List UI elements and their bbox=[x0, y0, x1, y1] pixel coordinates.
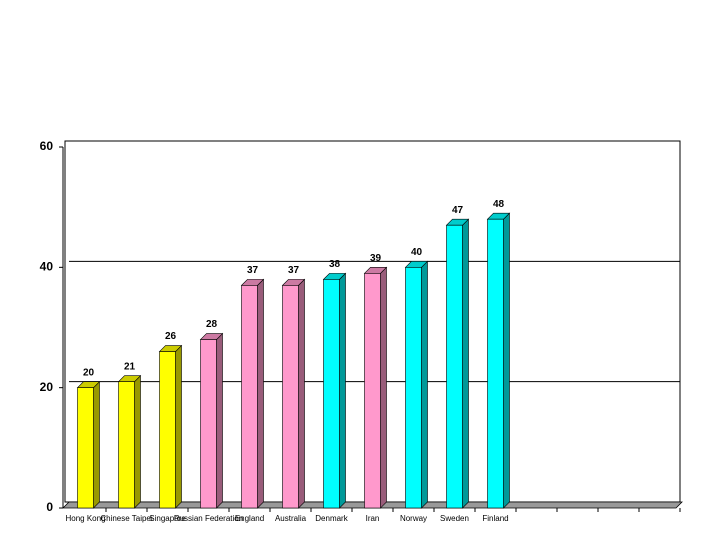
value-label: 39 bbox=[370, 253, 382, 264]
value-label: 38 bbox=[329, 259, 341, 270]
value-label: 40 bbox=[411, 247, 423, 258]
bar-side bbox=[257, 278, 264, 509]
bar bbox=[487, 218, 504, 509]
y-tick-label: 0 bbox=[46, 500, 53, 514]
x-tick-label: Australia bbox=[275, 514, 307, 523]
bar-side bbox=[462, 218, 469, 509]
bar bbox=[364, 273, 381, 509]
x-tick-label: England bbox=[235, 514, 264, 523]
bar bbox=[282, 285, 299, 509]
x-tick-label: Iran bbox=[366, 514, 380, 523]
x-tick-label: Denmark bbox=[315, 514, 348, 523]
x-tick-label: Norway bbox=[400, 514, 427, 523]
x-tick-label: Finland bbox=[482, 514, 508, 523]
bar-side bbox=[216, 332, 223, 509]
bar bbox=[405, 267, 422, 509]
value-label: 26 bbox=[165, 331, 177, 342]
value-label: 37 bbox=[247, 265, 259, 276]
bar-side bbox=[298, 278, 305, 509]
value-label: 20 bbox=[83, 367, 95, 378]
bar-side bbox=[93, 380, 100, 509]
value-label: 21 bbox=[124, 361, 136, 372]
value-label: 47 bbox=[452, 205, 464, 216]
x-tick-label: Sweden bbox=[440, 514, 469, 523]
bar-side bbox=[421, 260, 428, 509]
bar bbox=[200, 339, 217, 509]
bar bbox=[323, 279, 340, 509]
value-label: 48 bbox=[493, 199, 505, 210]
x-tick-label: Chinese Taipei bbox=[100, 514, 153, 523]
bar bbox=[118, 381, 135, 509]
bar-side bbox=[175, 344, 182, 509]
y-tick-label: 20 bbox=[40, 380, 54, 394]
bar bbox=[241, 285, 258, 509]
bar-side bbox=[380, 266, 387, 509]
value-label: 37 bbox=[288, 265, 300, 276]
bar bbox=[77, 387, 94, 509]
y-tick-label: 60 bbox=[40, 139, 54, 153]
value-label: 28 bbox=[206, 319, 218, 330]
bar bbox=[446, 224, 463, 509]
x-tick-label: Hong Kong bbox=[65, 514, 105, 523]
bar-side bbox=[339, 272, 346, 509]
x-tick-label: Singapore bbox=[149, 514, 186, 523]
bar bbox=[159, 351, 176, 509]
y-tick-label: 40 bbox=[40, 260, 54, 274]
bar-side bbox=[134, 374, 141, 509]
x-tick-label: Russian Federation bbox=[174, 514, 243, 523]
bar-side bbox=[503, 212, 510, 509]
